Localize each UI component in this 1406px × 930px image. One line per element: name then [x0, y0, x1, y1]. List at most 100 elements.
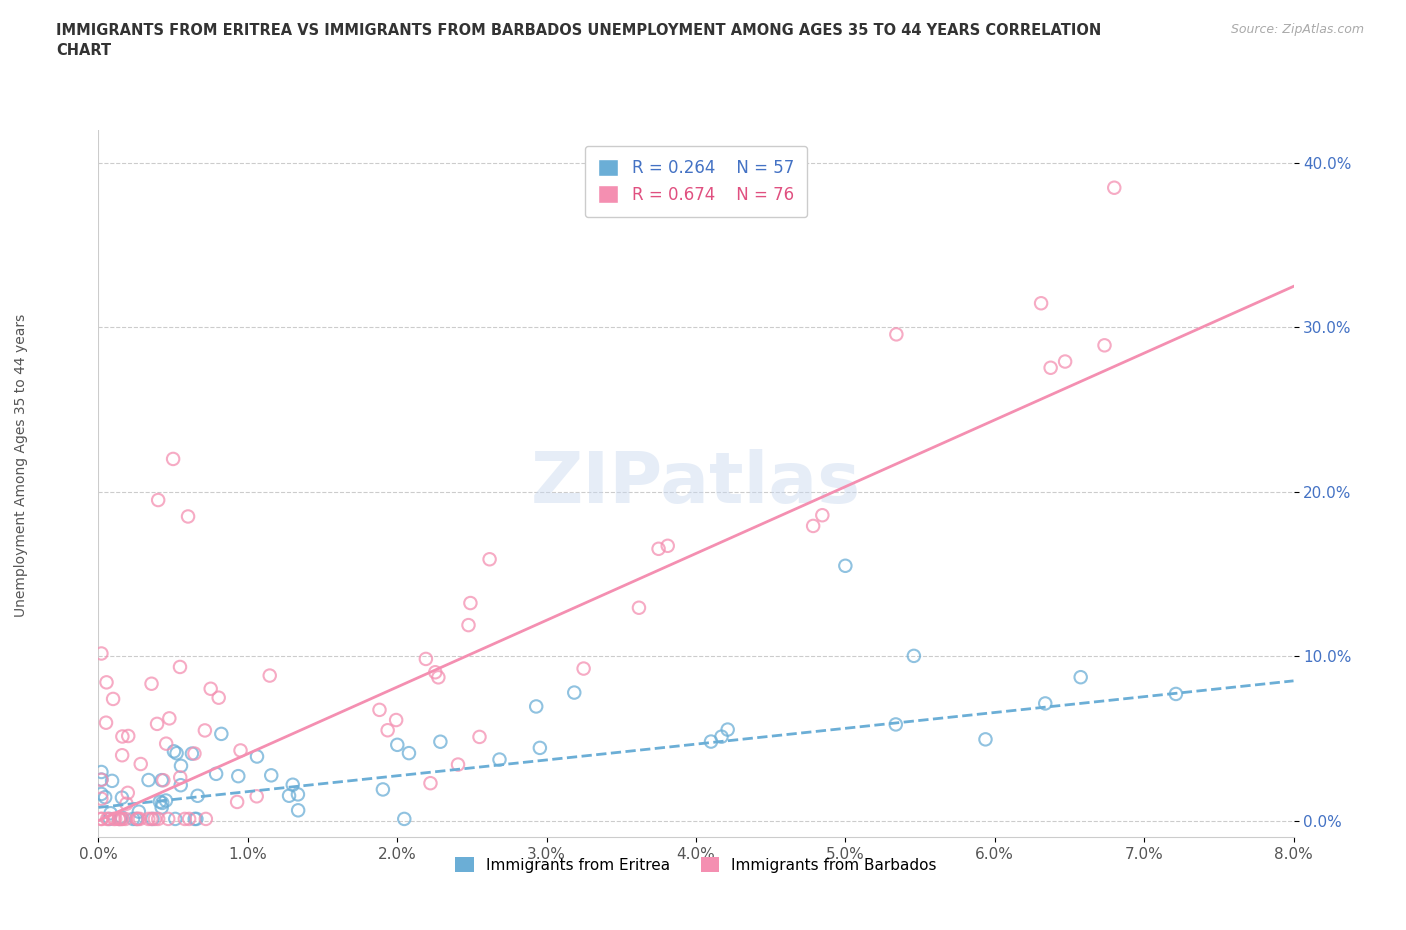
Point	[117, 728, 139, 743]
Point	[717, 723, 740, 737]
Point	[488, 752, 510, 767]
Point	[183, 812, 205, 827]
Point	[226, 794, 249, 809]
Point	[101, 774, 124, 789]
Point	[281, 777, 304, 792]
Point	[385, 712, 408, 727]
Point	[90, 812, 112, 827]
Point	[278, 789, 301, 804]
Point	[150, 773, 173, 788]
Point	[647, 541, 669, 556]
Point	[1164, 686, 1187, 701]
Point	[149, 794, 172, 809]
Point	[148, 812, 170, 827]
Point	[110, 809, 132, 824]
Point	[194, 812, 217, 827]
Point	[700, 734, 723, 749]
Point	[157, 812, 180, 827]
Point	[122, 812, 145, 827]
Point	[148, 493, 170, 508]
Point	[90, 772, 112, 787]
Point	[524, 699, 547, 714]
Point	[138, 812, 160, 827]
Point	[90, 787, 112, 802]
Point	[208, 690, 231, 705]
Point	[429, 735, 451, 750]
Point	[170, 777, 193, 792]
Point	[96, 812, 118, 827]
Point	[811, 508, 834, 523]
Point	[127, 812, 149, 827]
Point	[205, 766, 228, 781]
Point	[101, 692, 124, 707]
Point	[377, 723, 399, 737]
Point	[200, 682, 222, 697]
Point	[90, 773, 112, 788]
Point	[141, 676, 163, 691]
Point	[170, 758, 193, 773]
Point	[394, 812, 416, 827]
Point	[129, 812, 152, 827]
Point	[387, 737, 409, 752]
Point	[209, 726, 232, 741]
Point	[141, 812, 163, 827]
Point	[108, 812, 131, 827]
Point	[111, 790, 134, 805]
Point	[150, 795, 173, 810]
Point	[1029, 296, 1052, 311]
Point	[98, 812, 121, 827]
Point	[259, 668, 281, 683]
Point	[129, 757, 152, 772]
Point	[111, 729, 134, 744]
Point	[468, 729, 491, 744]
Point	[177, 509, 200, 524]
Point	[1094, 338, 1116, 352]
Point	[886, 327, 908, 342]
Point	[114, 812, 136, 827]
Point	[96, 675, 118, 690]
Point	[183, 746, 205, 761]
Point	[111, 748, 134, 763]
Text: Unemployment Among Ages 35 to 44 years: Unemployment Among Ages 35 to 44 years	[14, 313, 28, 617]
Point	[457, 618, 479, 632]
Point	[1054, 354, 1077, 369]
Point	[246, 749, 269, 764]
Point	[834, 558, 856, 573]
Point	[447, 757, 470, 772]
Point	[90, 812, 112, 827]
Point	[1033, 696, 1056, 711]
Point	[117, 786, 139, 801]
Point	[710, 729, 733, 744]
Point	[226, 769, 249, 784]
Point	[1070, 670, 1092, 684]
Point	[110, 812, 132, 827]
Point	[108, 812, 131, 827]
Text: Source: ZipAtlas.com: Source: ZipAtlas.com	[1230, 23, 1364, 36]
Point	[146, 716, 169, 731]
Point	[90, 791, 112, 806]
Point	[229, 743, 252, 758]
Point	[150, 800, 173, 815]
Point	[974, 732, 997, 747]
Point	[179, 812, 201, 827]
Point	[1104, 180, 1126, 195]
Point	[194, 723, 217, 737]
Point	[163, 744, 186, 759]
Point	[627, 600, 650, 615]
Point	[425, 665, 447, 680]
Point	[143, 812, 166, 827]
Point	[104, 812, 127, 827]
Point	[478, 551, 501, 566]
Point	[157, 711, 180, 725]
Point	[90, 646, 112, 661]
Point	[657, 538, 679, 553]
Point	[415, 652, 437, 667]
Point	[180, 746, 202, 761]
Point	[187, 789, 209, 804]
Point	[107, 812, 129, 827]
Point	[260, 768, 283, 783]
Text: ZIPatlas: ZIPatlas	[531, 449, 860, 518]
Point	[166, 746, 188, 761]
Point	[100, 805, 122, 820]
Point	[903, 648, 925, 663]
